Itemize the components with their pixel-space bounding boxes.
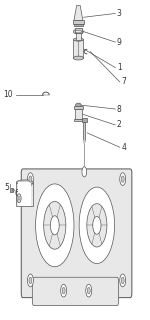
Polygon shape bbox=[74, 5, 83, 20]
Polygon shape bbox=[76, 33, 81, 40]
Polygon shape bbox=[82, 118, 87, 122]
Text: 1: 1 bbox=[117, 63, 122, 72]
Circle shape bbox=[44, 201, 66, 249]
Polygon shape bbox=[18, 182, 31, 206]
Text: 6: 6 bbox=[14, 189, 19, 198]
Polygon shape bbox=[13, 189, 15, 192]
Polygon shape bbox=[73, 40, 83, 58]
Polygon shape bbox=[73, 20, 84, 24]
Circle shape bbox=[120, 173, 126, 186]
Circle shape bbox=[87, 287, 90, 294]
Circle shape bbox=[29, 176, 32, 182]
Circle shape bbox=[120, 274, 126, 287]
Text: 8: 8 bbox=[117, 105, 122, 114]
Circle shape bbox=[87, 204, 107, 247]
Polygon shape bbox=[74, 107, 83, 109]
Text: 3: 3 bbox=[117, 9, 122, 18]
Text: 7: 7 bbox=[121, 77, 126, 86]
Polygon shape bbox=[83, 122, 85, 141]
Ellipse shape bbox=[73, 29, 83, 34]
Circle shape bbox=[27, 274, 33, 287]
Polygon shape bbox=[16, 182, 33, 206]
Ellipse shape bbox=[18, 196, 20, 200]
Ellipse shape bbox=[73, 56, 83, 60]
Polygon shape bbox=[75, 109, 82, 119]
Ellipse shape bbox=[73, 38, 83, 41]
FancyBboxPatch shape bbox=[32, 277, 119, 306]
Text: 2: 2 bbox=[117, 120, 122, 130]
Polygon shape bbox=[74, 24, 82, 26]
Text: 5: 5 bbox=[4, 183, 9, 192]
Circle shape bbox=[27, 173, 33, 186]
Text: 4: 4 bbox=[121, 143, 126, 152]
Polygon shape bbox=[11, 188, 13, 192]
Circle shape bbox=[121, 176, 124, 182]
Ellipse shape bbox=[76, 103, 81, 107]
Circle shape bbox=[86, 284, 92, 297]
Ellipse shape bbox=[17, 194, 21, 203]
Circle shape bbox=[50, 216, 59, 235]
Polygon shape bbox=[75, 28, 82, 33]
Ellipse shape bbox=[75, 30, 81, 33]
Ellipse shape bbox=[16, 180, 33, 185]
Circle shape bbox=[82, 167, 87, 177]
FancyBboxPatch shape bbox=[21, 169, 132, 298]
Polygon shape bbox=[83, 141, 85, 143]
Polygon shape bbox=[74, 119, 82, 121]
Circle shape bbox=[62, 287, 65, 294]
Circle shape bbox=[36, 184, 74, 267]
Circle shape bbox=[29, 277, 32, 284]
Circle shape bbox=[121, 277, 124, 284]
Text: 10: 10 bbox=[3, 90, 13, 99]
Circle shape bbox=[93, 216, 101, 234]
Text: 9: 9 bbox=[117, 38, 122, 47]
Circle shape bbox=[79, 187, 115, 264]
Circle shape bbox=[61, 284, 67, 297]
